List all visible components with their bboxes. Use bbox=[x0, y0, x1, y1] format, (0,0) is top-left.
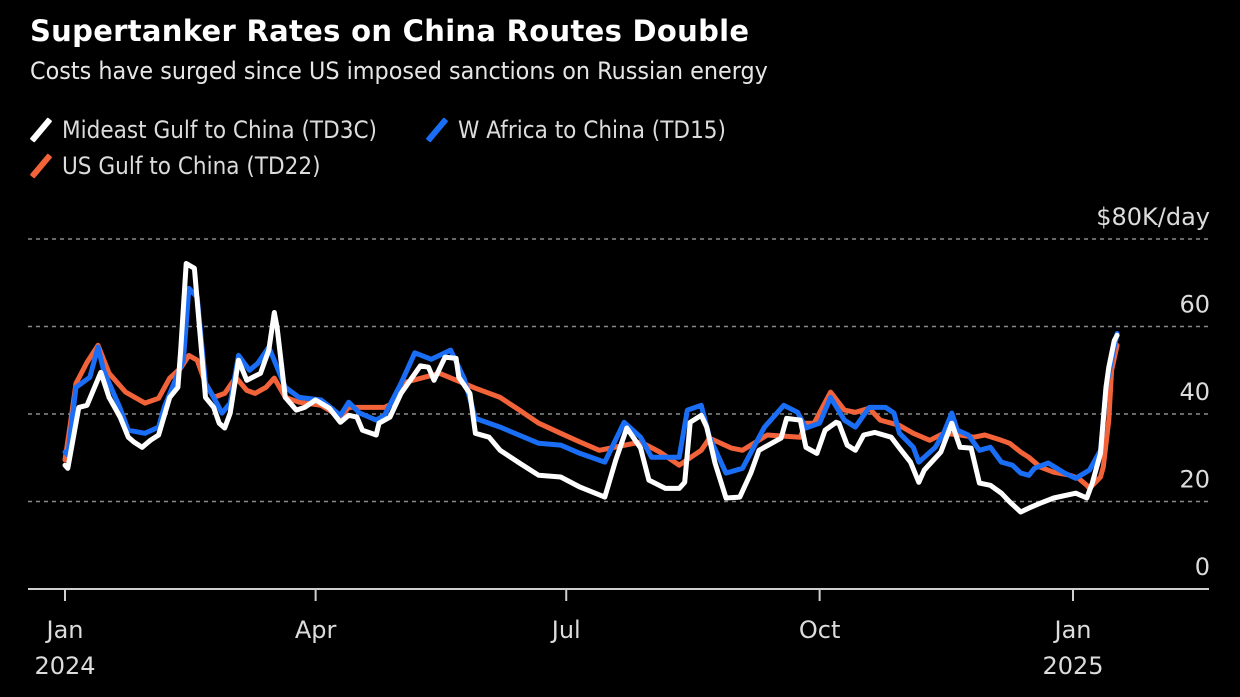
y-axis-labels: 0 20 40 60 $80K/day bbox=[1096, 203, 1210, 581]
series-line-mideast-gulf-to-china-td3c bbox=[62, 261, 1120, 515]
x-tick-label-1: Apr bbox=[295, 616, 337, 644]
legend-item-td15: W Africa to China (TD15) bbox=[426, 116, 756, 144]
legend-label-td15: W Africa to China (TD15) bbox=[457, 116, 726, 144]
y-tick-label-40: 40 bbox=[1179, 378, 1210, 406]
x-tick-year-label-4: 2025 bbox=[1042, 652, 1103, 680]
x-tick-year-label-0: 2024 bbox=[34, 652, 95, 680]
chart-subtitle: Costs have surged since US imposed sanct… bbox=[30, 57, 768, 85]
series-lines bbox=[62, 261, 1120, 515]
x-tick-label-0: Jan bbox=[45, 616, 84, 644]
series-line-w-africa-to-china-td15 bbox=[62, 285, 1120, 481]
legend-label-td22: US Gulf to China (TD22) bbox=[62, 152, 321, 180]
y-tick-label-20: 20 bbox=[1179, 466, 1210, 494]
y-tick-label-60: 60 bbox=[1179, 291, 1210, 319]
x-tick-label-3: Oct bbox=[799, 616, 841, 644]
x-tick-label-2: Jul bbox=[550, 616, 581, 644]
y-tick-label-0: 0 bbox=[1195, 553, 1210, 581]
x-axis: Jan 2024 Apr Jul Oct Jan 2025 bbox=[28, 588, 1209, 680]
legend-label-td3c: Mideast Gulf to China (TD3C) bbox=[62, 116, 377, 144]
x-tick-label-4: Jan bbox=[1053, 616, 1092, 644]
legend-item-td22: US Gulf to China (TD22) bbox=[30, 152, 349, 180]
legend-item-td3c: Mideast Gulf to China (TD3C) bbox=[30, 116, 412, 144]
series-line-us-gulf-to-china-td22 bbox=[62, 342, 1120, 491]
chart-title: Supertanker Rates on China Routes Double bbox=[30, 14, 750, 48]
y-tick-label-80: $80K/day bbox=[1096, 203, 1210, 231]
legend: Mideast Gulf to China (TD3C) W Africa to… bbox=[30, 112, 770, 184]
